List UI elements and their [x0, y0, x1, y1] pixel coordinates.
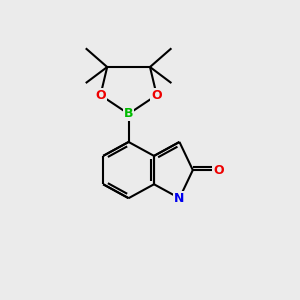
- Text: O: O: [213, 164, 224, 177]
- Text: O: O: [95, 88, 106, 102]
- Text: O: O: [152, 88, 162, 102]
- Text: N: N: [174, 192, 184, 205]
- Text: B: B: [124, 107, 133, 120]
